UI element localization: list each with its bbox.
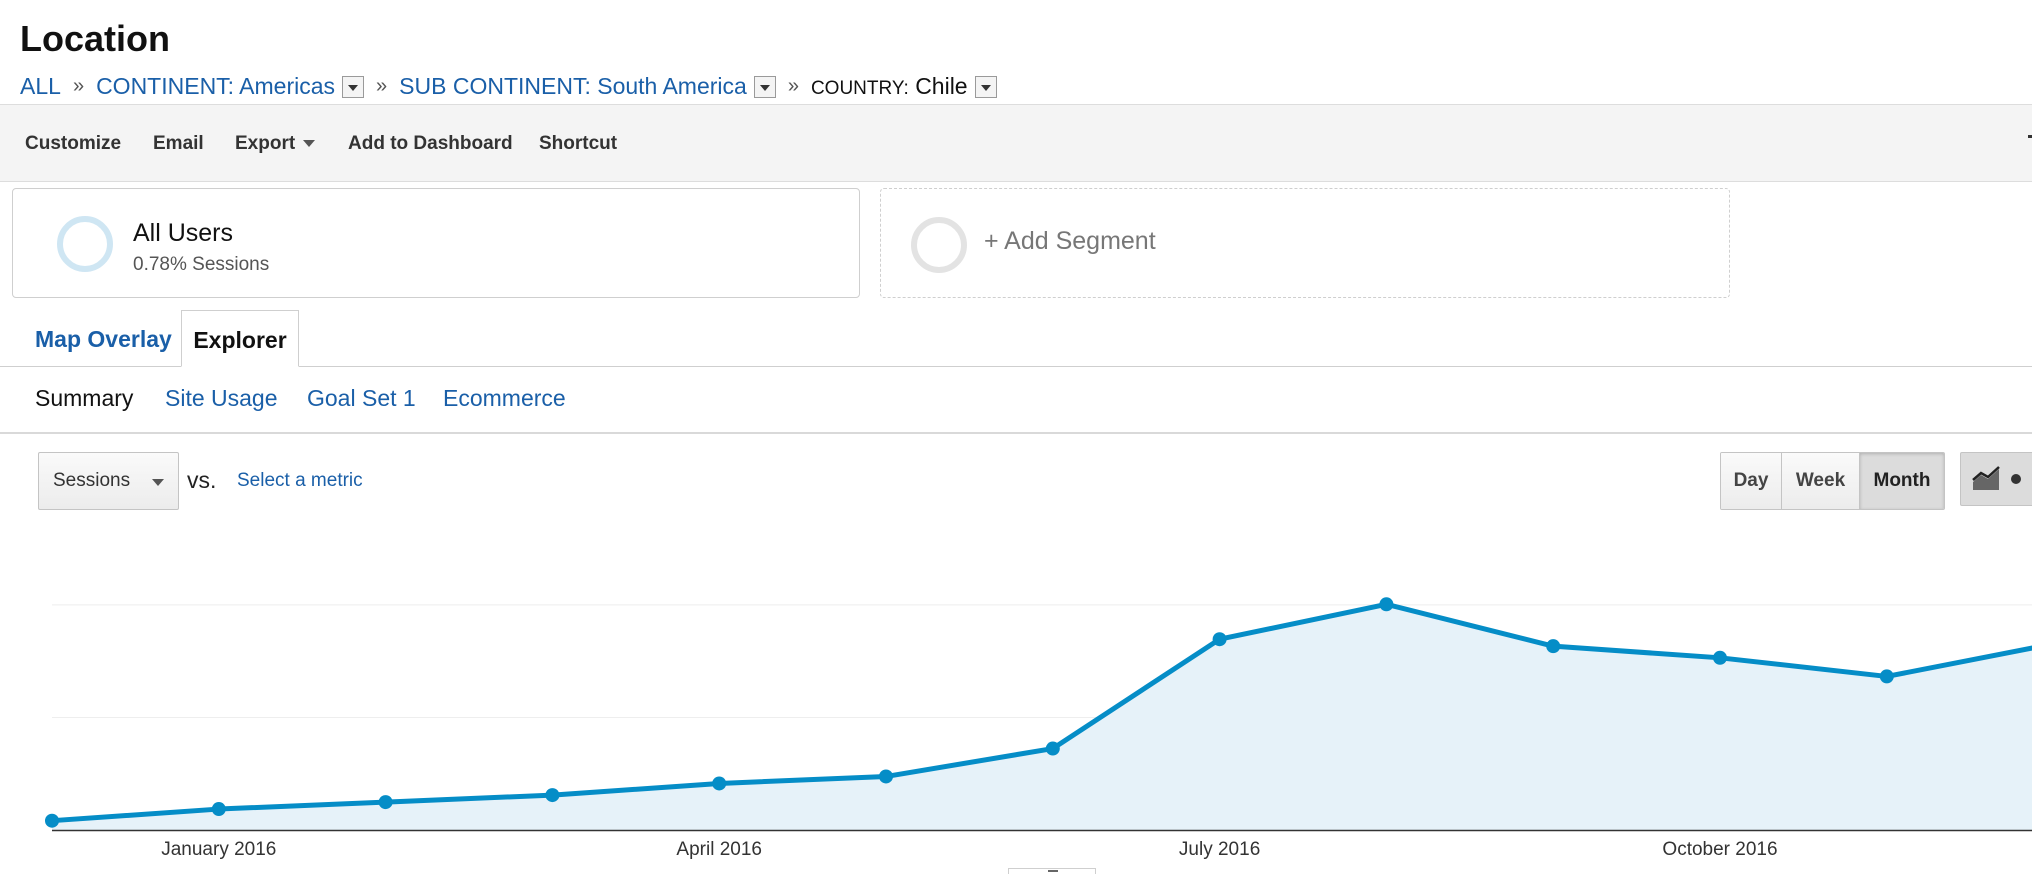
breadcrumb-country-key: COUNTRY: (810, 78, 909, 99)
chart-point[interactable] (45, 813, 59, 828)
add-segment-button[interactable]: + Add Segment (880, 188, 1730, 298)
metric-select[interactable]: Sessions (38, 452, 179, 510)
segment-detail: 0.78% Sessions (133, 254, 270, 275)
tab-map-overlay[interactable]: Map Overlay (35, 326, 172, 352)
chart-point[interactable] (545, 788, 560, 803)
add-segment-label: + Add Segment (984, 227, 1156, 255)
chart-x-tick-label: January 2016 (161, 839, 276, 860)
metric-select-label: Sessions (53, 470, 131, 491)
vs-label: vs. (187, 467, 217, 493)
export-button[interactable]: Export (235, 133, 316, 155)
breadcrumb-country: COUNTRY: Chile (811, 73, 968, 100)
line-chart-icon (1972, 466, 2000, 490)
segment-name: All Users (133, 219, 234, 247)
customize-button[interactable]: Customize (25, 133, 122, 154)
segment-card-all-users[interactable]: All Users 0.78% Sessions (12, 188, 860, 298)
period-month-button[interactable]: Month (1860, 453, 1944, 509)
shortcut-button[interactable]: Shortcut (539, 133, 618, 154)
select-a-metric-link[interactable]: Select a metric (237, 470, 363, 491)
email-button[interactable]: Email (153, 133, 204, 154)
chevron-down-icon (152, 479, 164, 486)
chevron-down-icon[interactable] (342, 75, 365, 98)
breadcrumb-separator: » (787, 75, 799, 97)
caret-down-icon (303, 140, 316, 148)
chart-point[interactable] (1546, 639, 1561, 654)
sessions-chart: January 2016 April 2016 July 2016 October 2… (45, 597, 2032, 860)
chart-point[interactable] (1379, 597, 1394, 612)
toolbar-overflow-icon[interactable] (2028, 135, 2032, 138)
chart-x-tick-label: April 2016 (676, 839, 762, 860)
chart-point[interactable] (712, 776, 727, 791)
chevron-down-icon[interactable] (974, 75, 997, 98)
period-week-button[interactable]: Week (1782, 453, 1860, 509)
report-toolbar: Customize Email Export Add to Dashboard … (0, 104, 2032, 182)
page-title: Location (20, 18, 170, 59)
period-toggle: Day Week Month (1720, 452, 1945, 510)
chart-area-fill (52, 604, 2032, 830)
breadcrumb-country-value: Chile (915, 73, 968, 99)
subtab-goal-set-1[interactable]: Goal Set 1 (307, 385, 416, 411)
breadcrumb-continent-link[interactable]: CONTINENT: Americas (96, 73, 336, 99)
chart-point[interactable] (211, 802, 226, 817)
chart-type-toggle[interactable] (1960, 452, 2032, 506)
segment-ring-icon (57, 216, 113, 272)
segment-ring-placeholder-icon (911, 217, 967, 273)
chart-point[interactable] (1045, 741, 1060, 756)
chart-x-tick-label: October 2016 (1662, 839, 1777, 860)
drag-handle-icon[interactable] (1008, 868, 1096, 874)
chart-point[interactable] (1212, 632, 1227, 647)
motion-chart-icon[interactable] (2011, 474, 2021, 484)
chart-x-tick-labels: January 2016 April 2016 July 2016 October 2… (161, 839, 1777, 860)
chart-point[interactable] (1879, 669, 1894, 684)
chevron-down-icon[interactable] (753, 75, 776, 98)
subtab-summary[interactable]: Summary (35, 385, 134, 411)
breadcrumb-separator: » (72, 75, 85, 97)
add-to-dashboard-button[interactable]: Add to Dashboard (348, 133, 513, 154)
chart-x-tick-label: July 2016 (1179, 839, 1260, 860)
subtab-site-usage[interactable]: Site Usage (165, 385, 278, 411)
period-day-button[interactable]: Day (1721, 453, 1782, 509)
export-label: Export (235, 133, 296, 154)
tab-explorer[interactable]: Explorer (181, 310, 299, 367)
explorer-subtabs: Summary Site Usage Goal Set 1 Ecommerce (0, 367, 2032, 434)
breadcrumb: ALL » CONTINENT: Americas » SUB CONTINEN… (20, 73, 997, 100)
chart-point[interactable] (879, 769, 893, 784)
subtab-ecommerce[interactable]: Ecommerce (443, 385, 566, 411)
view-tabs: Map Overlay Explorer (0, 310, 2032, 367)
chart-point[interactable] (1713, 650, 1727, 665)
chart-points (45, 597, 1894, 828)
breadcrumb-subcontinent-link[interactable]: SUB CONTINENT: South America (399, 73, 747, 99)
breadcrumb-all-link[interactable]: ALL (20, 73, 61, 99)
breadcrumb-separator: » (376, 75, 388, 97)
chart-point[interactable] (378, 795, 393, 810)
